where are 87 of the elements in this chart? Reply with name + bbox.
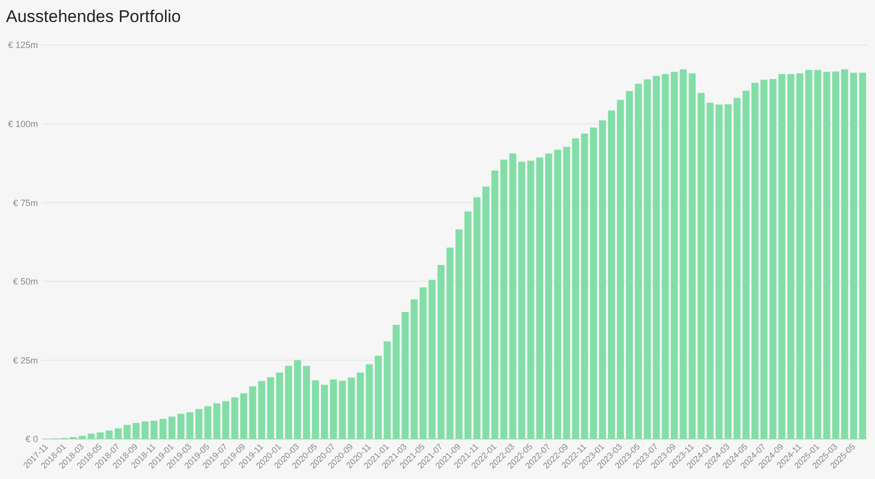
y-tick-label: € 100m — [8, 118, 38, 129]
bar — [132, 422, 140, 439]
bar — [796, 73, 804, 439]
bar — [410, 299, 418, 439]
bar — [124, 424, 131, 439]
bar — [778, 74, 786, 439]
bar — [258, 381, 266, 439]
bar — [482, 186, 490, 439]
bar — [473, 197, 480, 439]
bar — [455, 229, 462, 439]
bar — [320, 384, 328, 439]
bar — [859, 72, 866, 439]
bar — [572, 138, 580, 439]
bar — [222, 401, 230, 439]
bar — [698, 92, 705, 439]
bar — [96, 432, 104, 439]
bar — [841, 69, 848, 439]
bar — [150, 420, 158, 439]
bar — [536, 158, 544, 439]
bar — [114, 428, 122, 439]
bar — [446, 248, 454, 439]
bar — [554, 150, 562, 439]
bar — [563, 146, 570, 439]
chart-title: Ausstehendes Portfolio — [6, 7, 181, 26]
bar — [177, 414, 184, 439]
bar — [402, 312, 409, 439]
bar — [626, 91, 633, 439]
bar — [106, 430, 113, 439]
bar — [240, 393, 248, 439]
bar — [186, 412, 194, 439]
bar — [644, 79, 651, 439]
bar — [249, 386, 256, 439]
bar — [590, 128, 598, 439]
bar — [338, 380, 346, 439]
bar — [760, 80, 768, 439]
bar — [724, 104, 732, 439]
bar — [608, 110, 615, 439]
bar — [706, 102, 714, 439]
bar — [303, 366, 310, 439]
bar — [464, 211, 472, 439]
bar — [805, 70, 812, 439]
bar — [428, 280, 436, 439]
bar — [160, 418, 166, 439]
bar — [356, 372, 364, 439]
bar — [652, 76, 660, 439]
bar — [688, 73, 696, 439]
bar — [850, 72, 858, 439]
bar — [438, 265, 445, 439]
bar — [616, 100, 624, 439]
bar — [142, 421, 149, 439]
bar — [366, 364, 373, 439]
bar — [634, 84, 642, 439]
bar — [312, 380, 319, 439]
bar — [392, 324, 400, 439]
bar — [509, 153, 516, 439]
y-tick-label: € 0 — [25, 434, 38, 444]
bar — [716, 104, 723, 439]
y-tick-label: € 50m — [12, 276, 38, 287]
bar — [581, 134, 588, 439]
bar — [545, 153, 552, 439]
bar — [598, 120, 606, 439]
bar — [285, 366, 292, 439]
bar — [751, 82, 758, 439]
bar — [195, 409, 202, 439]
bar — [787, 74, 794, 439]
bar — [500, 160, 508, 439]
bar — [670, 72, 678, 439]
bar — [832, 71, 840, 439]
bar — [734, 98, 741, 439]
bar — [168, 416, 176, 439]
bar — [213, 403, 220, 439]
bar — [294, 360, 302, 439]
bar — [231, 397, 238, 439]
bar — [204, 406, 212, 439]
bar — [276, 372, 284, 439]
y-tick-label: € 25m — [12, 355, 38, 366]
bar — [491, 170, 498, 439]
bar — [769, 79, 776, 439]
y-tick-label: € 75m — [12, 198, 38, 208]
bar — [662, 74, 669, 439]
bar — [348, 378, 355, 439]
bar — [742, 90, 750, 439]
bar — [267, 377, 274, 439]
bar — [420, 287, 427, 439]
bar — [680, 69, 687, 439]
bar — [330, 379, 337, 439]
y-tick-label: € 125m — [8, 40, 38, 50]
